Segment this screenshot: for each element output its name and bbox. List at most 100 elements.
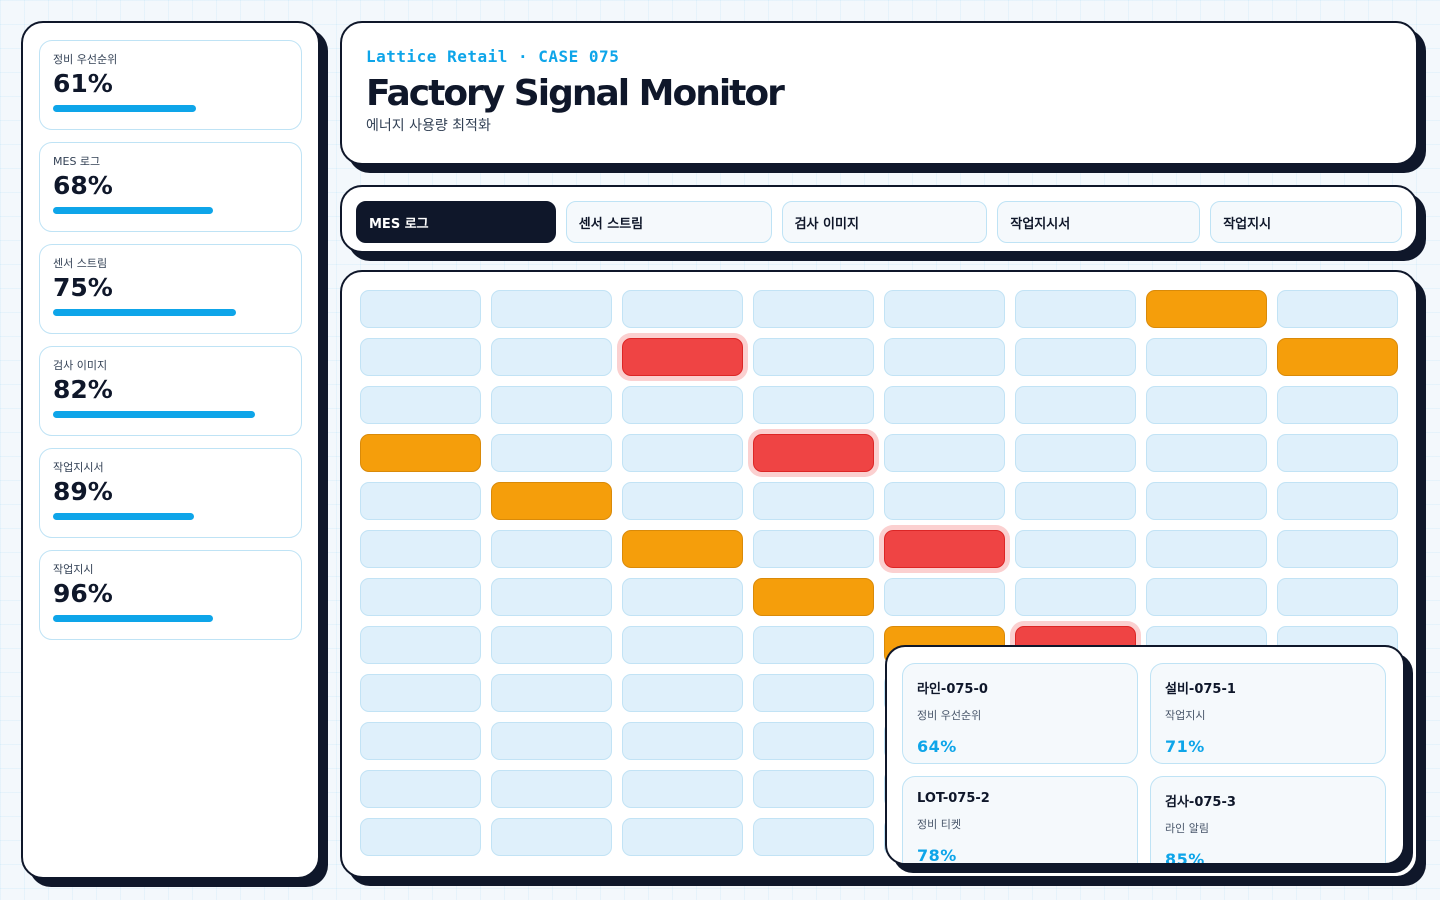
- metric-card[interactable]: 작업지시서 89%: [39, 448, 302, 538]
- detail-card-value: 71%: [1165, 737, 1205, 756]
- signal-cell-normal[interactable]: [1146, 482, 1267, 520]
- signal-cell-normal[interactable]: [753, 482, 874, 520]
- signal-cell-normal[interactable]: [1277, 530, 1398, 568]
- signal-cell-normal[interactable]: [1277, 290, 1398, 328]
- metric-progress-bar: [53, 615, 213, 622]
- signal-cell-normal[interactable]: [360, 290, 481, 328]
- signal-cell-alert[interactable]: [884, 530, 1005, 568]
- signal-cell-normal[interactable]: [753, 386, 874, 424]
- tab-mes-log[interactable]: MES 로그: [356, 201, 556, 243]
- signal-cell-normal[interactable]: [491, 626, 612, 664]
- signal-cell-normal[interactable]: [884, 290, 1005, 328]
- signal-cell-normal[interactable]: [1146, 386, 1267, 424]
- signal-cell-alert[interactable]: [753, 434, 874, 472]
- signal-cell-normal[interactable]: [360, 818, 481, 856]
- signal-cell-warn[interactable]: [1146, 290, 1267, 328]
- signal-cell-normal[interactable]: [884, 338, 1005, 376]
- signal-cell-normal[interactable]: [1015, 482, 1136, 520]
- signal-cell-normal[interactable]: [622, 290, 743, 328]
- signal-cell-normal[interactable]: [622, 626, 743, 664]
- signal-cell-warn[interactable]: [1277, 338, 1398, 376]
- signal-cell-normal[interactable]: [753, 626, 874, 664]
- signal-cell-normal[interactable]: [491, 386, 612, 424]
- metric-card[interactable]: 작업지시 96%: [39, 550, 302, 640]
- signal-cell-normal[interactable]: [1015, 578, 1136, 616]
- detail-card-id: LOT-075-2: [917, 791, 990, 806]
- signal-cell-normal[interactable]: [1015, 338, 1136, 376]
- tab-inspection-image[interactable]: 검사 이미지: [781, 201, 988, 243]
- signal-cell-normal[interactable]: [622, 818, 743, 856]
- tab-work-order-doc[interactable]: 작업지시서: [997, 201, 1201, 243]
- source-tabs: MES 로그 센서 스트림 검사 이미지 작업지시서 작업지시: [340, 185, 1418, 253]
- signal-cell-normal[interactable]: [491, 818, 612, 856]
- signal-cell-normal[interactable]: [884, 578, 1005, 616]
- signal-cell-normal[interactable]: [622, 482, 743, 520]
- signal-cell-normal[interactable]: [753, 290, 874, 328]
- signal-cell-normal[interactable]: [491, 530, 612, 568]
- metric-card[interactable]: 검사 이미지 82%: [39, 346, 302, 436]
- signal-cell-normal[interactable]: [622, 434, 743, 472]
- signal-cell-normal[interactable]: [360, 578, 481, 616]
- signal-cell-normal[interactable]: [1146, 338, 1267, 376]
- signal-cell-normal[interactable]: [491, 674, 612, 712]
- signal-cell-normal[interactable]: [753, 674, 874, 712]
- signal-cell-normal[interactable]: [491, 770, 612, 808]
- detail-card[interactable]: 설비-075-1 작업지시 71%: [1150, 663, 1386, 764]
- signal-cell-normal[interactable]: [360, 722, 481, 760]
- signal-cell-normal[interactable]: [1015, 290, 1136, 328]
- signal-cell-normal[interactable]: [1146, 434, 1267, 472]
- metric-card[interactable]: 정비 우선순위 61%: [39, 40, 302, 130]
- signal-cell-normal[interactable]: [1277, 482, 1398, 520]
- signal-cell-normal[interactable]: [491, 290, 612, 328]
- metric-card[interactable]: 센서 스트림 75%: [39, 244, 302, 334]
- signal-cell-normal[interactable]: [1146, 530, 1267, 568]
- signal-cell-warn[interactable]: [491, 482, 612, 520]
- signal-cell-normal[interactable]: [753, 818, 874, 856]
- signal-cell-normal[interactable]: [622, 722, 743, 760]
- signal-cell-normal[interactable]: [1146, 578, 1267, 616]
- signal-cell-normal[interactable]: [360, 530, 481, 568]
- signal-cell-normal[interactable]: [360, 386, 481, 424]
- tab-work-order[interactable]: 작업지시: [1210, 201, 1402, 243]
- signal-cell-normal[interactable]: [491, 338, 612, 376]
- signal-cell-normal[interactable]: [753, 338, 874, 376]
- signal-cell-normal[interactable]: [360, 626, 481, 664]
- signal-cell-warn[interactable]: [622, 530, 743, 568]
- signal-cell-normal[interactable]: [1015, 434, 1136, 472]
- detail-card[interactable]: 검사-075-3 라인 알림 85%: [1150, 776, 1386, 863]
- signal-cell-normal[interactable]: [1015, 530, 1136, 568]
- signal-cell-normal[interactable]: [753, 530, 874, 568]
- detail-card-id: 검사-075-3: [1165, 795, 1236, 810]
- detail-card-id: 라인-075-0: [917, 682, 988, 697]
- signal-cell-normal[interactable]: [360, 338, 481, 376]
- signal-cell-normal[interactable]: [622, 578, 743, 616]
- page-header: Lattice Retail · CASE 075 Factory Signal…: [340, 21, 1418, 165]
- signal-cell-normal[interactable]: [360, 770, 481, 808]
- signal-cell-normal[interactable]: [884, 386, 1005, 424]
- signal-cell-normal[interactable]: [360, 482, 481, 520]
- signal-cell-warn[interactable]: [360, 434, 481, 472]
- signal-cell-normal[interactable]: [753, 722, 874, 760]
- signal-cell-normal[interactable]: [1277, 578, 1398, 616]
- signal-cell-normal[interactable]: [884, 482, 1005, 520]
- signal-cell-normal[interactable]: [622, 386, 743, 424]
- signal-cell-alert[interactable]: [622, 338, 743, 376]
- signal-cell-normal[interactable]: [491, 434, 612, 472]
- signal-cell-normal[interactable]: [884, 434, 1005, 472]
- detail-card[interactable]: 라인-075-0 정비 우선순위 64%: [902, 663, 1138, 764]
- signal-cell-normal[interactable]: [753, 770, 874, 808]
- detail-card[interactable]: LOT-075-2 정비 티켓 78%: [902, 776, 1138, 863]
- signal-cell-warn[interactable]: [753, 578, 874, 616]
- signal-cell-normal[interactable]: [622, 674, 743, 712]
- signal-cell-normal[interactable]: [1277, 386, 1398, 424]
- metric-card[interactable]: MES 로그 68%: [39, 142, 302, 232]
- signal-cell-normal[interactable]: [622, 770, 743, 808]
- metrics-sidebar: 정비 우선순위 61% MES 로그 68% 센서 스트림 75% 검사 이미지…: [21, 21, 320, 879]
- page-subtitle: 에너지 사용량 최적화: [366, 118, 491, 134]
- signal-cell-normal[interactable]: [360, 674, 481, 712]
- signal-cell-normal[interactable]: [491, 578, 612, 616]
- tab-sensor-stream[interactable]: 센서 스트림: [565, 201, 772, 243]
- signal-cell-normal[interactable]: [1277, 434, 1398, 472]
- signal-cell-normal[interactable]: [1015, 386, 1136, 424]
- signal-cell-normal[interactable]: [491, 722, 612, 760]
